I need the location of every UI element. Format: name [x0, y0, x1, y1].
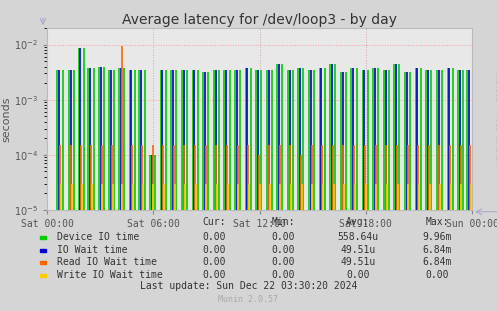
Text: 49.51u: 49.51u [340, 257, 375, 267]
Title: Average latency for /dev/loop3 - by day: Average latency for /dev/loop3 - by day [122, 13, 397, 27]
Text: 0.00: 0.00 [271, 257, 295, 267]
Text: Min:: Min: [271, 217, 295, 227]
Text: 0.00: 0.00 [202, 257, 226, 267]
Text: 558.64u: 558.64u [337, 232, 378, 242]
Text: RRDTOOL / TOBI OETIKER: RRDTOOL / TOBI OETIKER [494, 72, 497, 165]
Text: 6.84m: 6.84m [422, 245, 452, 255]
Text: 0.00: 0.00 [425, 270, 449, 280]
Text: 6.84m: 6.84m [422, 257, 452, 267]
Y-axis label: seconds: seconds [1, 96, 11, 142]
Text: Device IO time: Device IO time [57, 232, 139, 242]
Text: 0.00: 0.00 [202, 270, 226, 280]
Text: Munin 2.0.57: Munin 2.0.57 [219, 295, 278, 304]
Text: 9.96m: 9.96m [422, 232, 452, 242]
Text: 0.00: 0.00 [202, 245, 226, 255]
Text: Last update: Sun Dec 22 03:30:20 2024: Last update: Sun Dec 22 03:30:20 2024 [140, 281, 357, 290]
Text: Max:: Max: [425, 217, 449, 227]
Text: 0.00: 0.00 [346, 270, 370, 280]
Text: Cur:: Cur: [202, 217, 226, 227]
Text: 49.51u: 49.51u [340, 245, 375, 255]
Text: 0.00: 0.00 [271, 232, 295, 242]
Text: 0.00: 0.00 [202, 232, 226, 242]
Text: IO Wait time: IO Wait time [57, 245, 128, 255]
Text: 0.00: 0.00 [271, 270, 295, 280]
Text: Avg:: Avg: [346, 217, 370, 227]
Text: 0.00: 0.00 [271, 245, 295, 255]
Text: Read IO Wait time: Read IO Wait time [57, 257, 157, 267]
Text: Write IO Wait time: Write IO Wait time [57, 270, 163, 280]
